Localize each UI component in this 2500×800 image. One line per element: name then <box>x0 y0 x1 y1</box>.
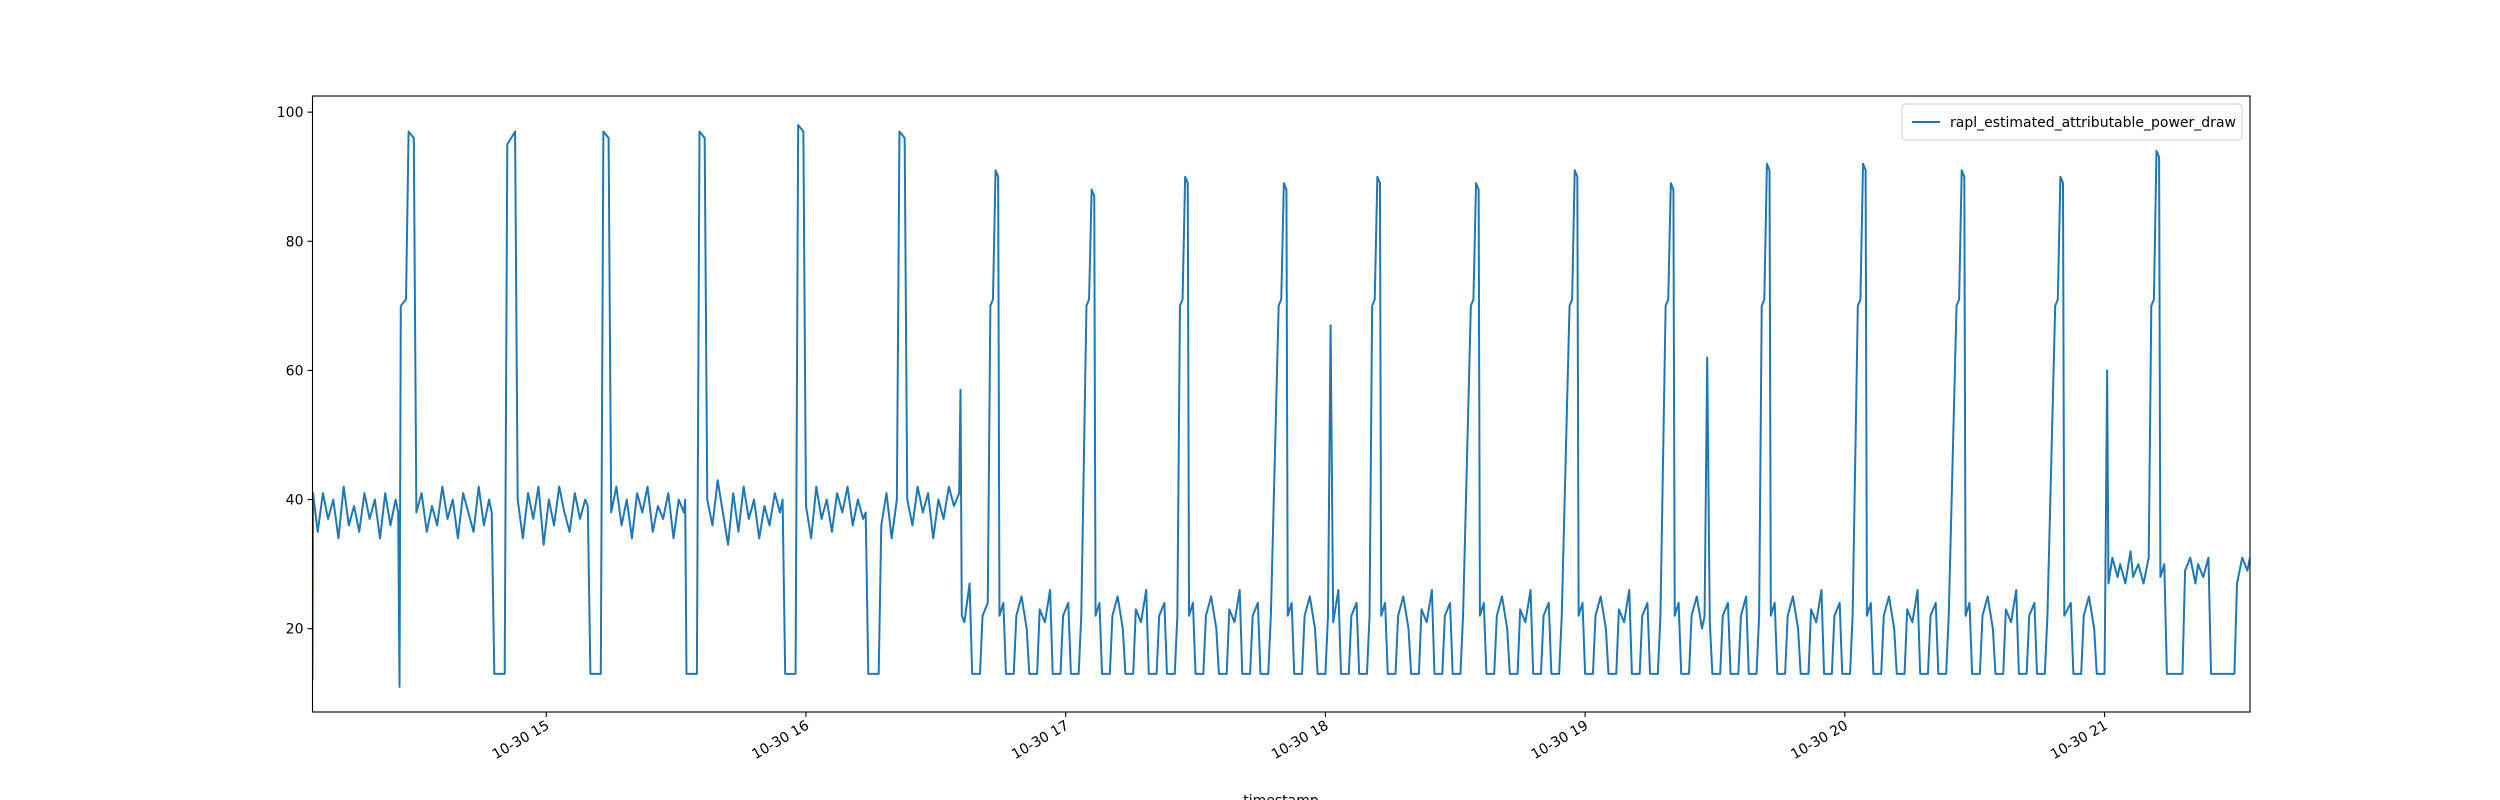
x-tick-label: 10-30 20 <box>1788 718 1851 763</box>
y-tick-label: 60 <box>286 363 304 379</box>
y-tick-label: 100 <box>277 105 304 121</box>
y-tick-label: 20 <box>286 622 304 638</box>
axes-frame <box>311 95 2251 713</box>
y-tick-label: 80 <box>286 234 304 250</box>
legend-label: rapl_estimated_attributable_power_draw <box>1950 115 2236 131</box>
x-tick-label: 10-30 19 <box>1529 718 1592 763</box>
x-tick-label: 10-30 17 <box>1009 718 1072 763</box>
line-series <box>312 124 2250 688</box>
x-tick-label: 10-30 18 <box>1269 718 1332 763</box>
x-tick-label: 10-30 15 <box>490 718 553 763</box>
x-tick-label: 10-30 21 <box>2048 718 2111 763</box>
y-tick-label: 40 <box>286 493 304 509</box>
x-axis-label: timestamp <box>1243 793 1319 800</box>
x-tick-label: 10-30 16 <box>749 718 812 763</box>
legend-box <box>1901 103 2243 141</box>
